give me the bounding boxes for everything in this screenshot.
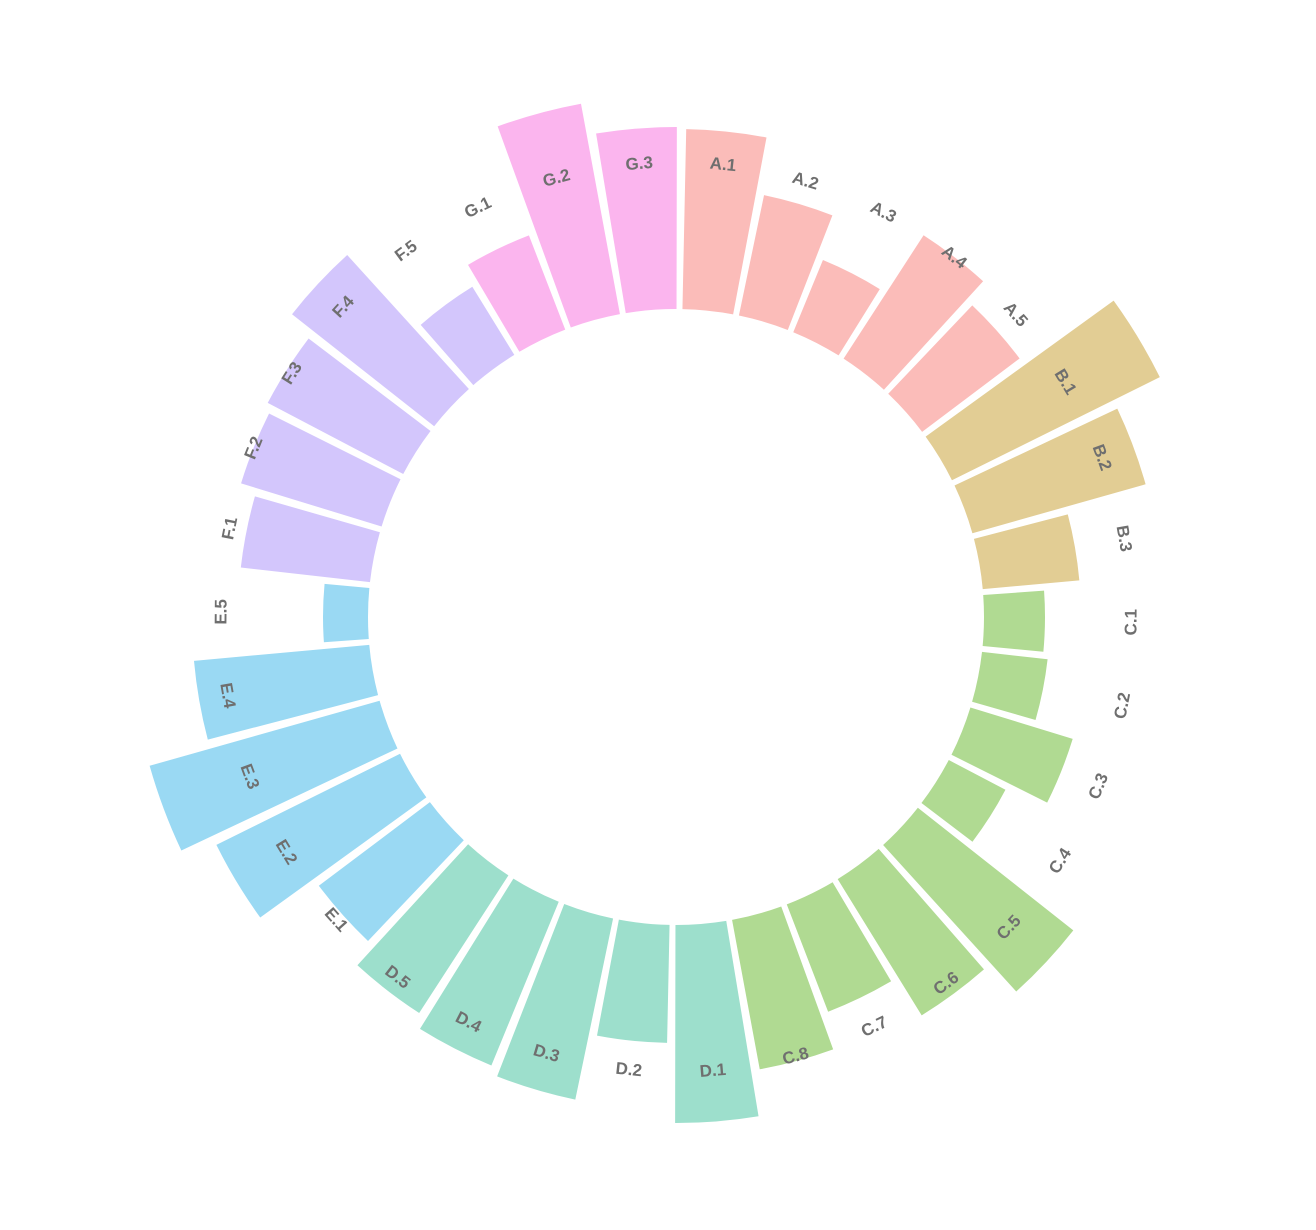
- bar-label-e-5: E.5: [211, 599, 230, 625]
- bar-a-1: [682, 129, 767, 315]
- bar-label-g-3: G.3: [625, 153, 654, 174]
- bar-c-7: [786, 882, 892, 1012]
- bar-label-a-3: A.3: [867, 198, 899, 227]
- bar-e-3: [149, 700, 398, 851]
- bar-label-c-4: C.4: [1045, 844, 1076, 877]
- bar-a-3: [793, 260, 880, 356]
- bar-e-4: [193, 644, 379, 740]
- bar-d-2: [596, 919, 670, 1043]
- bar-c-8: [732, 906, 834, 1070]
- bars-layer: [149, 103, 1160, 1124]
- bar-a-5: [888, 305, 1020, 432]
- bar-d-1: [675, 920, 759, 1124]
- bar-label-a-5: A.5: [1000, 298, 1032, 330]
- bar-a-4: [843, 235, 984, 390]
- bar-label-c-1: C.1: [1121, 609, 1140, 636]
- bar-f-2: [241, 413, 401, 527]
- bar-d-3: [497, 904, 614, 1100]
- bar-label-b-3: B.3: [1113, 524, 1136, 553]
- bar-b-2: [954, 408, 1146, 534]
- bar-e-1: [318, 802, 464, 941]
- bar-label-e-4: E.4: [216, 681, 239, 710]
- bar-c-3: [951, 707, 1073, 803]
- bar-b-1: [925, 300, 1160, 481]
- bar-a-2: [738, 195, 833, 330]
- bar-label-d-2: D.2: [615, 1059, 643, 1081]
- bar-label-a-1: A.1: [709, 154, 737, 176]
- bar-label-c-7: C.7: [858, 1012, 890, 1041]
- bar-f-1: [240, 496, 380, 583]
- bar-e-5: [322, 583, 370, 643]
- bar-c-2: [972, 651, 1048, 720]
- bar-label-c-2: C.2: [1110, 691, 1134, 721]
- bar-label-f-1: F.1: [218, 515, 241, 541]
- bar-e-2: [216, 753, 427, 918]
- bar-f-3: [267, 338, 431, 474]
- bar-f-5: [420, 286, 515, 386]
- bar-c-1: [982, 590, 1046, 652]
- bar-label-f-5: F.5: [391, 236, 421, 265]
- bar-b-3: [973, 514, 1080, 590]
- bar-g-3: [596, 126, 677, 314]
- bar-c-5: [883, 807, 1074, 992]
- bar-d-5: [357, 844, 509, 1014]
- bar-label-g-1: G.1: [461, 193, 494, 222]
- bar-label-d-1: D.1: [699, 1060, 727, 1081]
- bar-g-2: [497, 103, 620, 328]
- bar-label-a-2: A.2: [790, 168, 821, 194]
- bar-g-1: [468, 235, 566, 352]
- bar-c-6: [837, 848, 984, 1016]
- bar-label-c-3: C.3: [1085, 770, 1112, 802]
- bar-f-4: [292, 255, 469, 427]
- bar-d-4: [419, 878, 559, 1066]
- bar-c-4: [921, 760, 1006, 842]
